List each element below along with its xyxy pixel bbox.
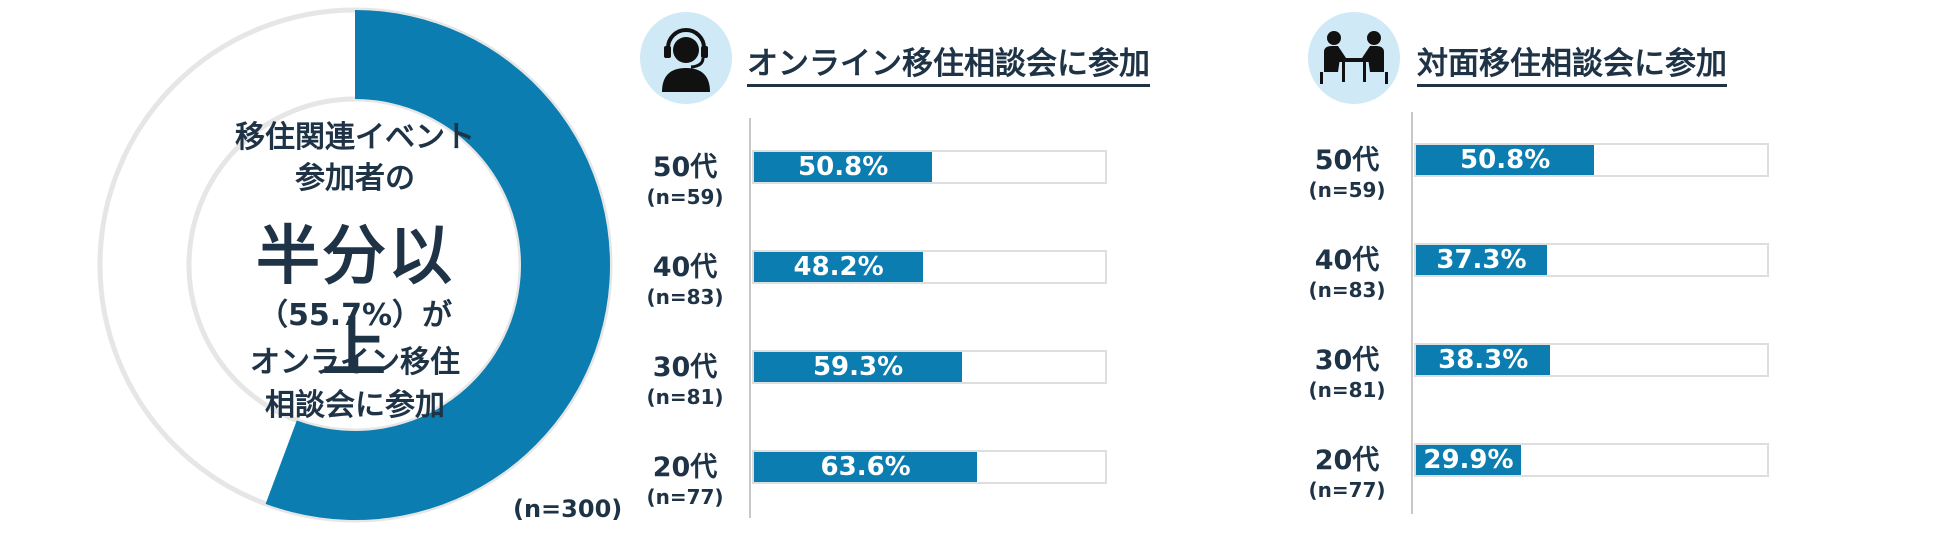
- face-to-face-meeting-icon: [1308, 12, 1400, 104]
- bar-track: 48.2%: [752, 250, 1107, 284]
- age-group-label: 20代: [1314, 445, 1380, 476]
- bar-track: 50.8%: [752, 150, 1107, 184]
- donut-text-line5: 相談会に参加: [265, 388, 445, 423]
- bar-track: 37.3%: [1414, 243, 1769, 277]
- bar: [1416, 145, 1595, 175]
- panel-title: 対面移住相談会に参加: [1417, 38, 1727, 87]
- sample-size-label: (n=81): [1308, 378, 1386, 402]
- headset-person-icon: [640, 12, 732, 104]
- bar-track: 50.8%: [1414, 143, 1769, 177]
- age-group-label: 20代: [652, 452, 718, 483]
- bar-track: 29.9%: [1414, 443, 1769, 477]
- bar-axis-line: [1411, 112, 1413, 514]
- bar-value-label: 37.3%: [1436, 245, 1527, 275]
- panel-title: オンライン移住相談会に参加: [747, 38, 1150, 87]
- bar: [754, 152, 933, 182]
- bar: [754, 252, 924, 282]
- age-group-label: 30代: [1314, 345, 1380, 376]
- bar-value-label: 59.3%: [812, 352, 904, 382]
- bar-value-label: 63.6%: [820, 452, 911, 482]
- age-group-label: 30代: [652, 352, 718, 383]
- bar: [1416, 445, 1521, 475]
- age-group-label: 40代: [1314, 245, 1380, 276]
- age-group-label: 40代: [652, 252, 718, 283]
- age-group-label: 50代: [652, 152, 718, 183]
- donut-summary: 移住関連イベント 参加者の 半分以上 （55.7%）が オンライン移住 相談会に…: [55, 0, 622, 553]
- bar-track: 59.3%: [752, 350, 1107, 384]
- sample-size-label: (n=83): [1308, 278, 1386, 302]
- sample-size-label: (n=81): [646, 385, 724, 409]
- bar-value-label: 50.8%: [1460, 145, 1551, 175]
- donut-text-line4: オンライン移住: [250, 345, 460, 380]
- bar-value-label: 48.2%: [793, 252, 884, 282]
- sample-size-label: (n=77): [646, 485, 724, 509]
- donut-sample-size: (n=300): [513, 495, 623, 523]
- donut-text-line2: 参加者の: [295, 161, 415, 196]
- age-group-label: 50代: [1314, 145, 1380, 176]
- bar-value-label: 50.8%: [798, 152, 889, 182]
- bar: [1416, 345, 1551, 375]
- bar: [754, 352, 963, 382]
- online-consultation-panel: オンライン移住相談会に参加 50代 (n=59) 50.8% 40代 (n=83) 48.…: [640, 0, 1160, 553]
- donut-chart: [97, 7, 613, 523]
- sample-size-label: (n=59): [1308, 178, 1386, 202]
- donut-text-line1: 移住関連イベント: [235, 120, 475, 155]
- bar: [1416, 245, 1547, 275]
- in-person-consultation-panel: 対面移住相談会に参加 50代 (n=59) 50.8% 40代 (n=83) 37.3% 3…: [1300, 0, 1820, 553]
- donut-online-share-arc: [265, 10, 610, 520]
- sample-size-label: (n=59): [646, 185, 724, 209]
- bar: [754, 452, 978, 482]
- bar-axis-line: [749, 118, 751, 518]
- donut-percentage-text: （55.7%）が: [257, 298, 453, 333]
- bar-track: 63.6%: [752, 450, 1107, 484]
- bar-value-label: 29.9%: [1423, 445, 1514, 475]
- bar-track: 38.3%: [1414, 343, 1769, 377]
- donut-headline: 半分以上: [256, 220, 454, 386]
- sample-size-label: (n=83): [646, 285, 724, 309]
- sample-size-label: (n=77): [1308, 478, 1386, 502]
- bar-value-label: 38.3%: [1438, 345, 1529, 375]
